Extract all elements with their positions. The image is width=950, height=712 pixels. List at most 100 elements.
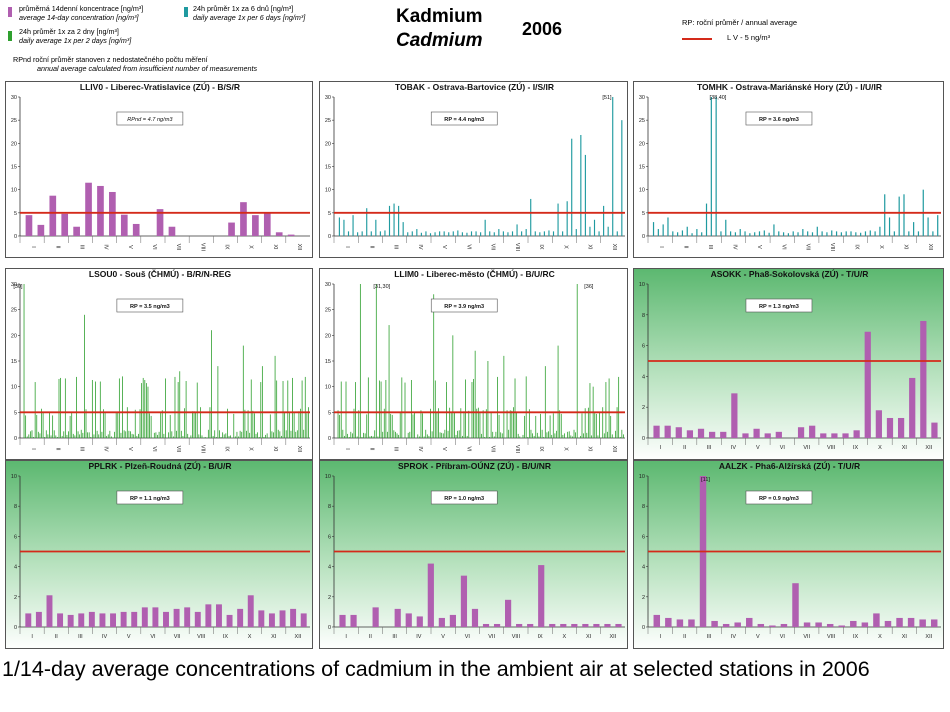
- bar: [205, 604, 212, 627]
- bar: [840, 232, 842, 236]
- bar: [734, 232, 737, 236]
- bar: [517, 433, 519, 438]
- bar: [420, 232, 422, 236]
- legend-6day-swatch: [184, 7, 188, 17]
- bar: [49, 412, 50, 438]
- bar: [539, 232, 541, 236]
- bar: [667, 217, 669, 236]
- annual-average-label: RP = 3.6 ng/m3: [759, 117, 799, 123]
- bar: [447, 430, 449, 438]
- bar: [888, 217, 891, 236]
- bar: [826, 623, 834, 627]
- bar: [308, 407, 309, 438]
- y-tick-label: 2: [328, 595, 331, 601]
- bar: [425, 231, 427, 236]
- bar: [258, 610, 265, 627]
- bar: [931, 422, 938, 438]
- bar: [155, 432, 157, 438]
- bar: [449, 614, 456, 627]
- bar: [511, 410, 513, 438]
- bar: [402, 222, 404, 236]
- bar: [502, 231, 504, 236]
- bar: [88, 432, 90, 438]
- bar: [61, 435, 63, 438]
- y-tick-label: 25: [11, 308, 17, 314]
- bar: [604, 623, 611, 627]
- chart-panel-0: LLIV0 - Liberec-Vratislavice (ZÚ) - B/S/…: [5, 81, 313, 258]
- x-tick-label: IV: [417, 244, 423, 250]
- bar: [855, 232, 857, 236]
- bar: [179, 371, 181, 438]
- chart-panel-5: ASOKK - Pha8-Sokolovská (ZÚ) - T/U/R 0 2 4 6…: [633, 268, 944, 460]
- y-tick-label: 0: [14, 625, 17, 631]
- bar: [195, 412, 197, 438]
- bar: [273, 432, 274, 438]
- annual-average-label: RP = 1.1 ng/m3: [130, 496, 170, 502]
- chart-title: SPROK - Příbram-OÚNZ (ZÚ) - B/U/NR: [398, 461, 551, 471]
- bar: [475, 231, 477, 236]
- bar: [350, 431, 352, 438]
- bar: [240, 202, 247, 236]
- bar: [593, 623, 600, 627]
- annual-average-label: RP = 1.3 ng/m3: [759, 304, 799, 310]
- bar: [919, 619, 926, 627]
- y-tick-label: 15: [11, 359, 17, 365]
- lv-legend-label: L V - 5 ng/m³: [727, 33, 771, 42]
- bar: [414, 412, 415, 438]
- y-tick-label: 30: [325, 282, 331, 288]
- bar: [572, 436, 573, 438]
- bar: [355, 382, 356, 438]
- bar: [466, 435, 468, 438]
- bar: [466, 232, 468, 236]
- bar: [115, 411, 117, 438]
- bar: [64, 378, 66, 438]
- bar: [295, 431, 297, 438]
- bar: [797, 232, 799, 236]
- bar: [570, 435, 572, 438]
- bar: [441, 432, 443, 438]
- bar: [173, 608, 180, 627]
- bar: [551, 434, 553, 438]
- bar: [361, 231, 363, 236]
- y-tick-label: 30: [639, 95, 645, 101]
- bar: [238, 436, 239, 438]
- bar: [287, 234, 295, 236]
- x-tick-label: VI: [151, 244, 157, 250]
- y-tick-label: 0: [328, 436, 331, 442]
- chart-title: LSOU0 - Souš (ČHMÚ) - B/R/N-REG: [89, 269, 232, 279]
- bar: [715, 97, 717, 236]
- bar: [99, 381, 101, 438]
- bar: [207, 429, 209, 438]
- bar: [711, 620, 718, 627]
- bar: [616, 407, 618, 438]
- bar: [584, 408, 586, 438]
- y-tick-label: 20: [639, 141, 645, 147]
- x-tick-label: XII: [611, 244, 617, 251]
- bar: [594, 412, 596, 438]
- bar: [171, 431, 173, 438]
- y-tick-label: 0: [642, 436, 645, 442]
- bar: [672, 231, 674, 236]
- bar: [560, 413, 562, 438]
- bar: [227, 408, 228, 438]
- annual-average-label: RP = 1.0 ng/m3: [444, 496, 484, 502]
- chart-title: TOBAK - Ostrava-Bartovice (ZÚ) - I/S/IR: [395, 82, 554, 92]
- bar: [426, 434, 428, 438]
- bar: [142, 377, 144, 438]
- bar: [136, 435, 138, 438]
- bar: [258, 436, 260, 438]
- bar: [778, 231, 780, 236]
- bar: [152, 437, 154, 438]
- bar: [492, 431, 494, 438]
- bar: [821, 231, 823, 236]
- bar: [516, 224, 518, 236]
- bar: [589, 383, 591, 438]
- bar: [138, 433, 139, 438]
- x-tick-label: XI: [902, 244, 908, 250]
- bar: [493, 623, 501, 627]
- bar: [729, 231, 732, 236]
- bar: [913, 222, 915, 236]
- bar: [169, 414, 171, 438]
- bar: [160, 411, 162, 438]
- bar: [811, 232, 814, 236]
